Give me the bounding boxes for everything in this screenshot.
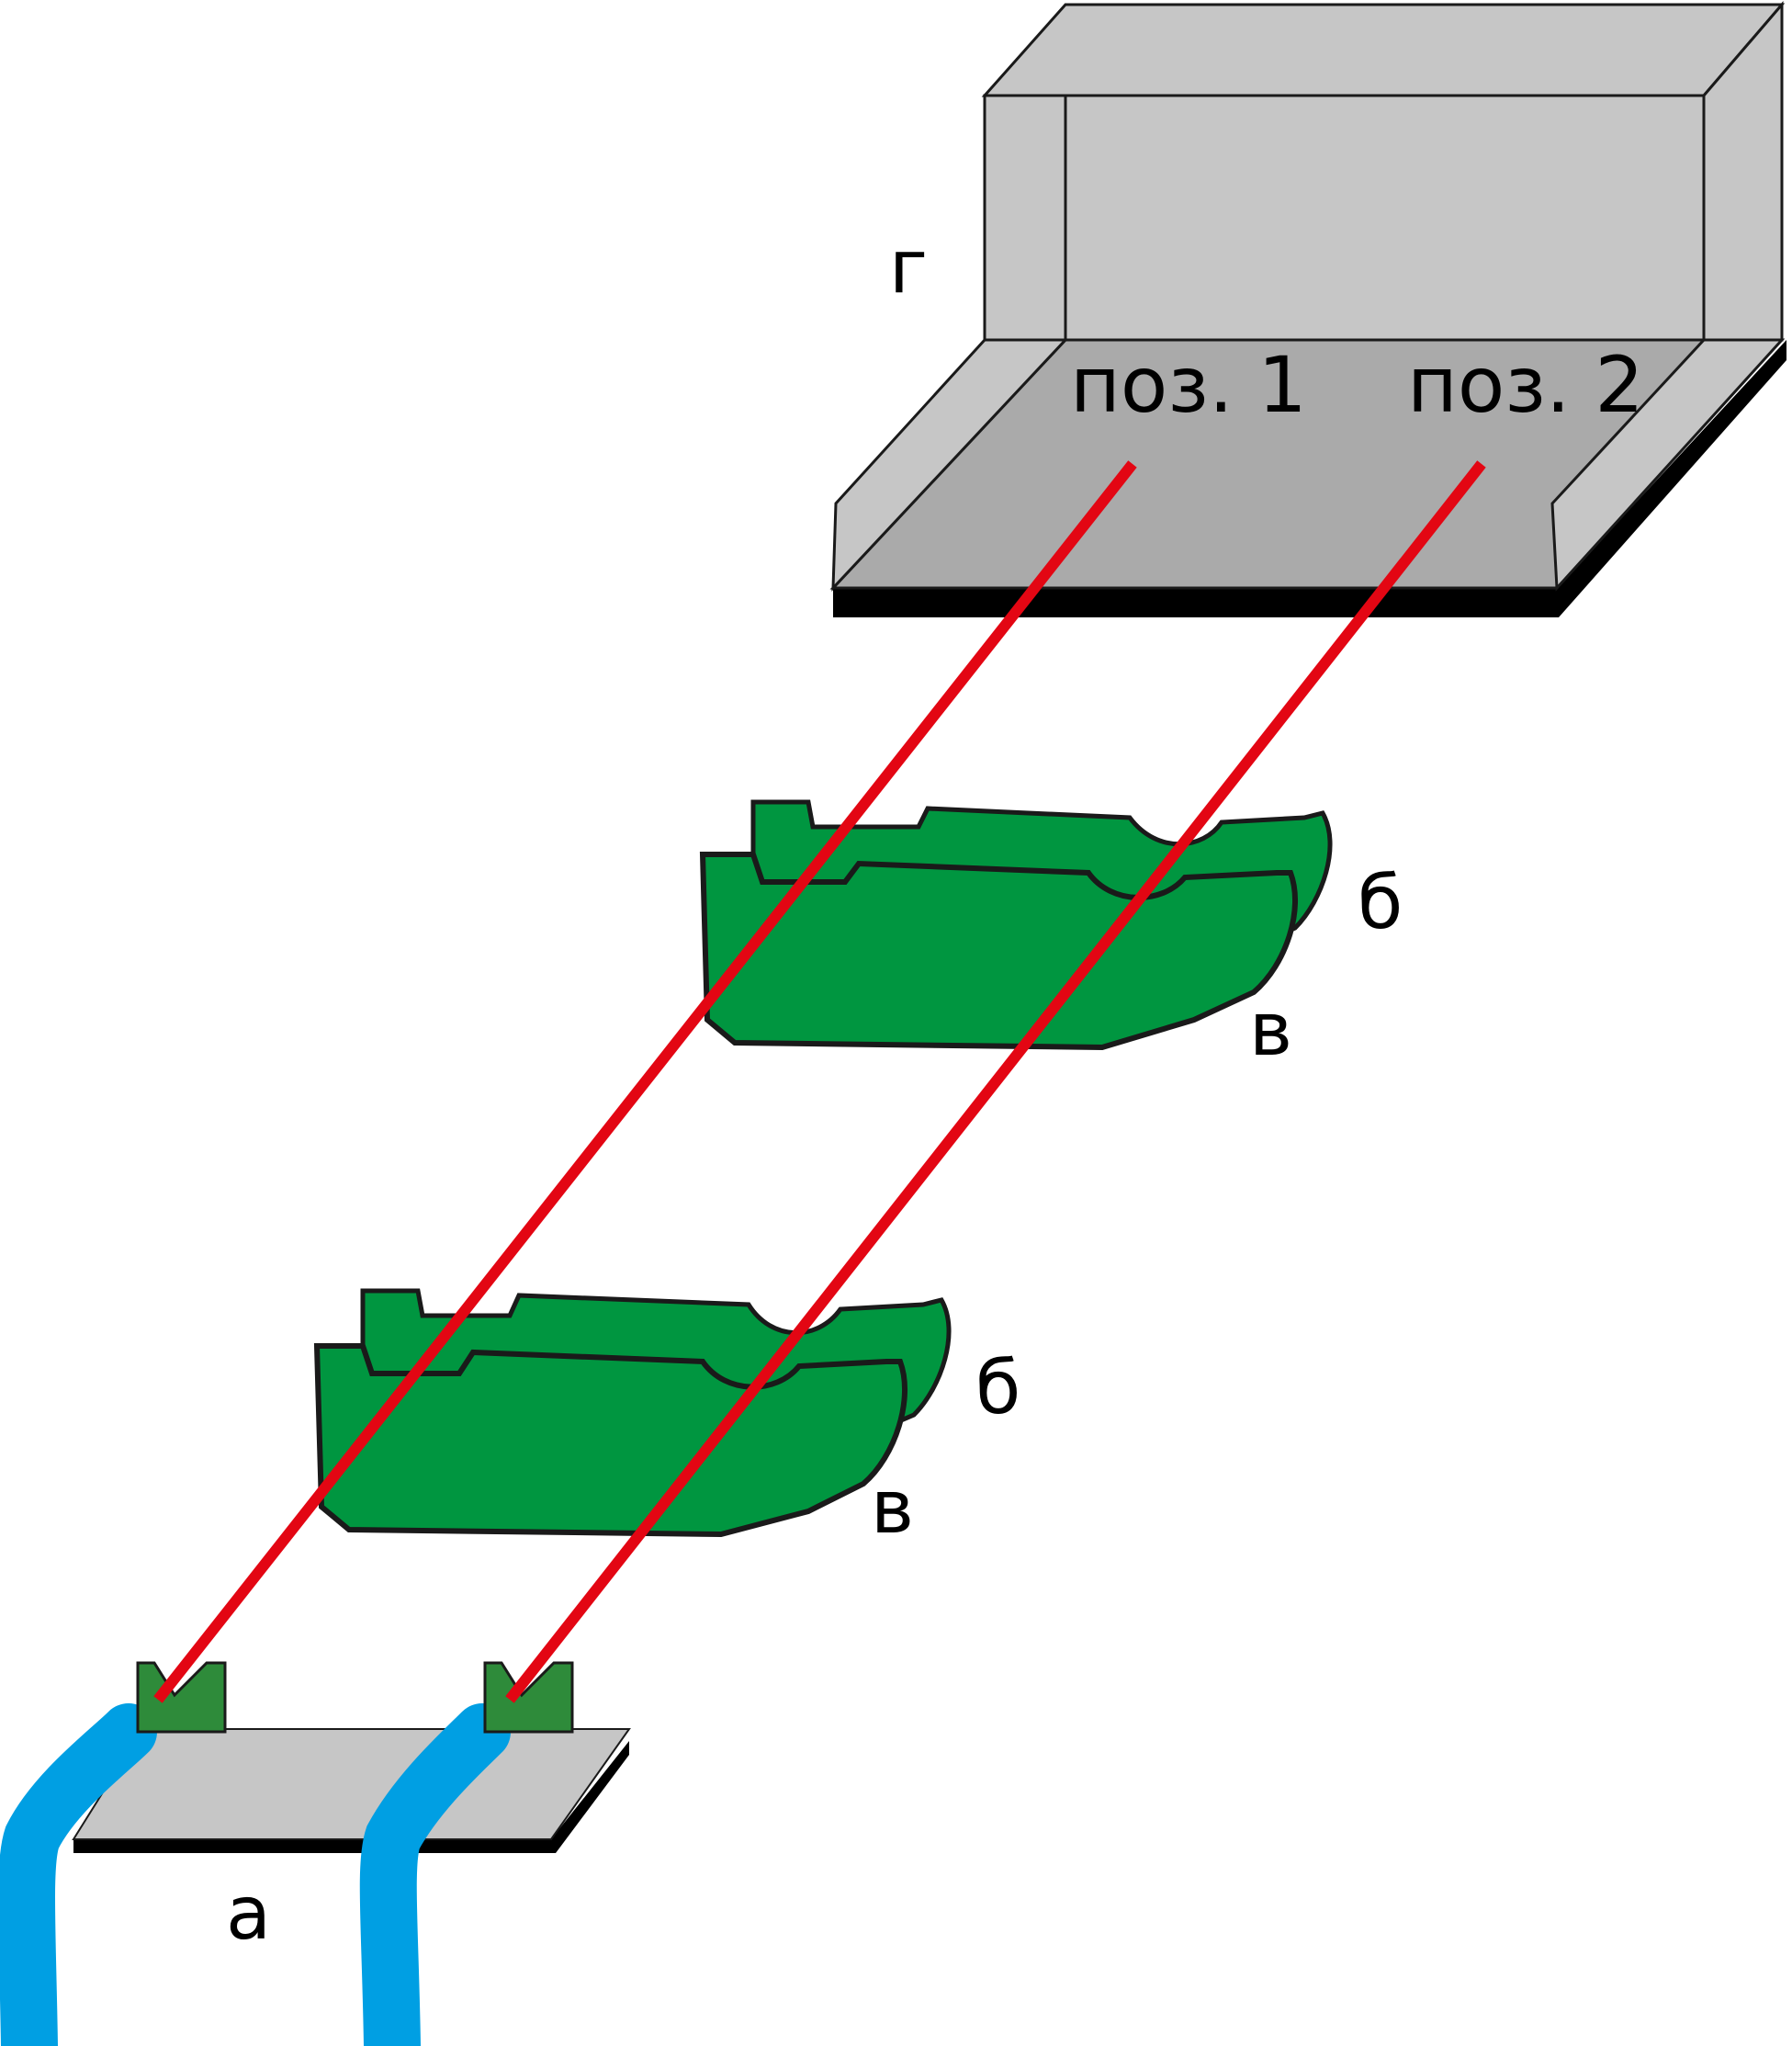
- emitter-right: [483, 1661, 574, 1734]
- base-label: а: [226, 1871, 271, 1956]
- base-assembly: а: [0, 1661, 631, 2046]
- laser-beam-2: [505, 460, 1486, 1703]
- lower-plate-v-label: в: [871, 1464, 914, 1550]
- position-2-label: поз. 2: [1407, 340, 1644, 430]
- screen-box-top: [981, 3, 1786, 97]
- upper-plate-b-label: б: [1358, 860, 1403, 945]
- position-1-label: поз. 1: [1070, 340, 1307, 430]
- screen-box-right-flap: [1550, 338, 1786, 592]
- fiber-left: [0, 1703, 157, 2046]
- upper-plate-v-label: в: [1249, 987, 1292, 1072]
- emitter-left: [136, 1661, 227, 1734]
- laser-beam-1: [153, 460, 1137, 1703]
- upper-plates: б в: [699, 799, 1403, 1072]
- screen-box-left-flap: [831, 338, 1069, 592]
- lower-plate-b-label: б: [975, 1345, 1020, 1430]
- lower-plate-v: [313, 1343, 908, 1538]
- fiber-right: [359, 1703, 511, 2046]
- screen-box-left-post: [983, 94, 1067, 342]
- upper-plate-v: [699, 852, 1299, 1051]
- screen-box: г поз. 1 поз. 2: [829, 0, 1786, 617]
- laser-beams: [153, 460, 1486, 1703]
- screen-label: г: [889, 224, 928, 310]
- lower-plates: б в: [313, 1288, 1020, 1550]
- base-plate: [72, 1728, 631, 1840]
- base-plate-shadow: [73, 1741, 629, 1853]
- screen-box-back-wall: [1064, 94, 1706, 342]
- screen-box-shadow: [833, 340, 1786, 617]
